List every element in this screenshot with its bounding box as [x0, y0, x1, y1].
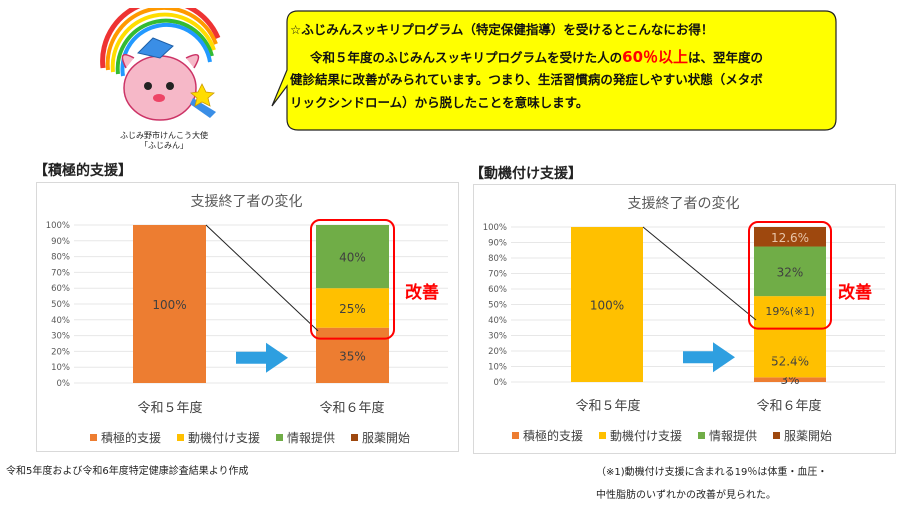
trend-connector [642, 226, 757, 321]
y-tick-label: 20% [488, 347, 507, 357]
bar-segment [754, 377, 826, 382]
y-tick-label: 0% [57, 379, 71, 389]
arrow-icon [683, 342, 735, 373]
footnote-line1: （※1)動機付け支援に含まれる19％は体重・血圧・ [596, 467, 828, 478]
legend-swatch [90, 434, 97, 441]
legend-swatch [599, 432, 607, 439]
section-title-active: 【積極的支援】 [34, 163, 132, 179]
y-tick-label: 90% [51, 237, 70, 247]
x-label-active-r6: 令和６年度 [319, 401, 385, 416]
x-label-motivational-r6: 令和６年度 [756, 399, 822, 414]
legend-label: 服薬開始 [784, 429, 833, 443]
y-tick-label: 40% [51, 316, 70, 326]
legend-label: 情報提供 [287, 431, 336, 445]
legend-item: 積極的支援 [90, 429, 161, 446]
legend-label: 動機付け支援 [188, 431, 261, 445]
legend-item: 情報提供 [698, 427, 757, 444]
bar-segment [571, 227, 643, 382]
bar-segment [754, 246, 826, 297]
legend-label: 積極的支援 [523, 429, 584, 443]
chart-motivational: 0%10%20%30%40%50%60%70%80%90%100%100%3%5… [483, 221, 885, 388]
legend-label: 服薬開始 [362, 431, 411, 445]
legend-item: 服薬開始 [773, 427, 832, 444]
mascot-caption: ふじみ野市けんこう大使 「ふじみん」 [94, 131, 234, 151]
bubble-line4: リックシンドローム）から脱したことを意味します。 [290, 95, 589, 110]
bar-segment [316, 327, 389, 383]
legend-label: 情報提供 [709, 429, 758, 443]
y-tick-label: 30% [488, 332, 507, 342]
data-label: 100% [590, 299, 624, 313]
bubble-line2: 令和５年度のふじみんスッキリプログラムを受けた人の60％以上は、翌年度の [310, 47, 835, 68]
data-label: 40% [339, 251, 366, 265]
bar-segment [316, 225, 389, 289]
data-label: 52.4% [771, 354, 809, 368]
improvement-label-active: 改善 [405, 283, 439, 303]
mascot-caption-line2: 「ふじみん」 [140, 141, 188, 150]
legend-label: 積極的支援 [101, 431, 162, 445]
arrow-icon [236, 342, 288, 373]
chart-title-motivational: 支援終了者の変化 [627, 196, 740, 212]
legend-swatch [276, 434, 284, 441]
y-tick-label: 80% [488, 254, 507, 264]
legend-swatch [698, 432, 706, 439]
y-tick-label: 100% [483, 223, 507, 233]
y-tick-label: 80% [51, 253, 70, 263]
x-label-motivational-r5: 令和５年度 [575, 399, 641, 414]
footnote-line2: 中性脂肪のいずれかの改善が見られた。 [596, 490, 776, 501]
bubble-line1: ☆ふじみんスッキリプログラム（特定保健指導）を受けるとこんなにお得！ [290, 22, 714, 37]
bubble-highlight: 60％以上 [622, 48, 689, 66]
y-tick-label: 60% [51, 284, 70, 294]
y-tick-label: 50% [488, 301, 507, 311]
x-label-active-r5: 令和５年度 [137, 401, 203, 416]
source-note: 令和5年度および令和6年度特定健康診査結果より作成 [6, 466, 249, 477]
bar-segment [754, 296, 826, 378]
chart-title-active: 支援終了者の変化 [190, 194, 303, 210]
y-tick-label: 0% [494, 378, 508, 388]
y-tick-label: 50% [51, 300, 70, 310]
bubble-line2-pre: 令和５年度のふじみんスッキリプログラムを受けた人の [310, 50, 623, 65]
legend-swatch [512, 432, 519, 439]
inner-label: 19%(※1) [765, 305, 814, 318]
bar-segment [754, 227, 826, 247]
y-tick-label: 70% [51, 268, 70, 278]
y-tick-label: 60% [488, 285, 507, 295]
legend-swatch [177, 434, 185, 441]
improvement-label-motivational: 改善 [838, 283, 872, 303]
y-tick-label: 20% [51, 347, 70, 357]
improvement-highlight-box [748, 221, 832, 330]
y-tick-label: 100% [46, 221, 70, 231]
legend-item: 動機付け支援 [599, 427, 682, 444]
mascot-illustration [100, 8, 221, 121]
trend-connector [205, 224, 319, 332]
legend-swatch [351, 434, 359, 441]
bar-segment [316, 288, 389, 328]
legend-item: 情報提供 [276, 429, 335, 446]
legend-active: 積極的支援 動機付け支援 情報提供 服薬開始 [90, 429, 410, 446]
y-tick-label: 30% [51, 332, 70, 342]
y-tick-label: 10% [488, 363, 507, 373]
legend-item: 服薬開始 [351, 429, 410, 446]
legend-item: 積極的支援 [512, 427, 583, 444]
speech-bubble [271, 10, 837, 131]
bar-segment [133, 225, 206, 383]
legend-label: 動機付け支援 [610, 429, 683, 443]
data-label: 35% [339, 349, 366, 363]
y-tick-label: 40% [488, 316, 507, 326]
chart-active: 0% 10% 20% 30% 40% 50% 60% 70% 80% 90% 100% 100% 35%… [46, 219, 448, 389]
section-title-motivational: 【動機付け支援】 [470, 166, 582, 182]
mascot-caption-line1: ふじみ野市けんこう大使 [120, 131, 208, 140]
data-label: 32% [777, 265, 804, 279]
data-label: 25% [339, 302, 366, 316]
y-tick-label: 10% [51, 363, 70, 373]
data-label: 12.6% [771, 231, 809, 245]
legend-item: 動機付け支援 [177, 429, 260, 446]
legend-motivational: 積極的支援 動機付け支援 情報提供 服薬開始 [512, 427, 832, 444]
legend-swatch [773, 432, 781, 439]
y-tick-label: 90% [488, 239, 507, 249]
data-label: 100% [152, 298, 186, 312]
bubble-line3: 健診結果に改善がみられています。つまり、生活習慣病の発症しやすい状態（メタボ [290, 72, 763, 87]
y-tick-label: 70% [488, 270, 507, 280]
improvement-highlight-box [310, 219, 395, 340]
bubble-line2-post: は、翌年度の [688, 50, 764, 65]
